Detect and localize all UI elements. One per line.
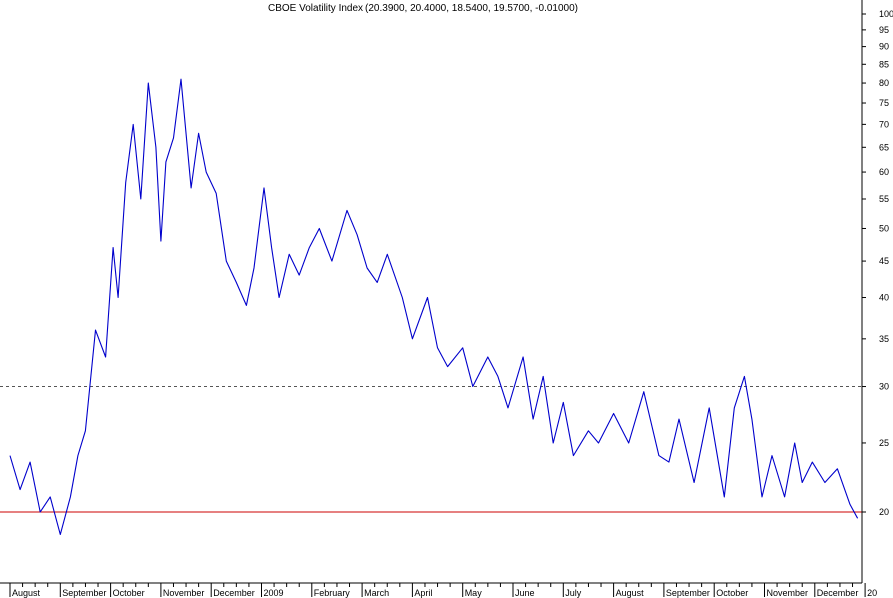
x-tick-label: July [565,588,582,598]
y-tick-label: 55 [879,194,889,204]
x-tick-label: October [113,588,145,598]
x-tick-label: August [616,588,645,598]
x-tick-label: April [414,588,432,598]
x-axis: August September October November December 20… [9,583,877,598]
y-tick-label: 25 [879,438,889,448]
chart-title-name: CBOE Volatility Index [268,3,363,14]
y-tick-label: 65 [879,142,889,152]
y-tick-label: 60 [879,167,889,177]
x-tick-label: November [163,588,205,598]
x-tick-label: September [666,588,710,598]
x-tick-label: February [314,588,351,598]
reference-lines [0,386,862,513]
x-tick-label: September [62,588,106,598]
y-axis: 100 95 90 85 80 75 70 65 60 55 50 45 40 35 30 25 20 [862,9,893,517]
chart-title-values: (20.3900, 20.4000, 18.5400, 19.5700, -0.… [365,3,578,14]
x-tick-label: March [364,588,389,598]
x-tick-label: May [465,588,483,598]
y-tick-label: 50 [879,223,889,233]
y-tick-label: 85 [879,59,889,69]
chart-title: CBOE Volatility Index (20.3900, 20.4000, … [268,3,578,14]
x-tick-label: October [716,588,748,598]
x-tick-label: December [213,588,255,598]
y-tick-label: 95 [879,25,889,35]
y-tick-label: 75 [879,98,889,108]
x-tick-label: 20 [867,588,877,598]
series-line [9,78,859,536]
y-tick-label: 40 [879,293,889,303]
y-tick-label: 70 [879,119,889,129]
y-tick-label: 30 [879,382,889,392]
y-tick-label: 90 [879,42,889,52]
y-tick-label: 35 [879,334,889,344]
x-tick-label: November [767,588,809,598]
y-tick-label: 20 [879,507,889,517]
x-tick-label: August [12,588,41,598]
series-group [9,78,859,536]
x-tick-label: 2009 [264,588,284,598]
x-tick-label: June [515,588,535,598]
y-tick-label: 45 [879,256,889,266]
x-tick-label: December [817,588,859,598]
y-tick-label: 80 [879,78,889,88]
y-tick-label: 100 [879,9,893,19]
